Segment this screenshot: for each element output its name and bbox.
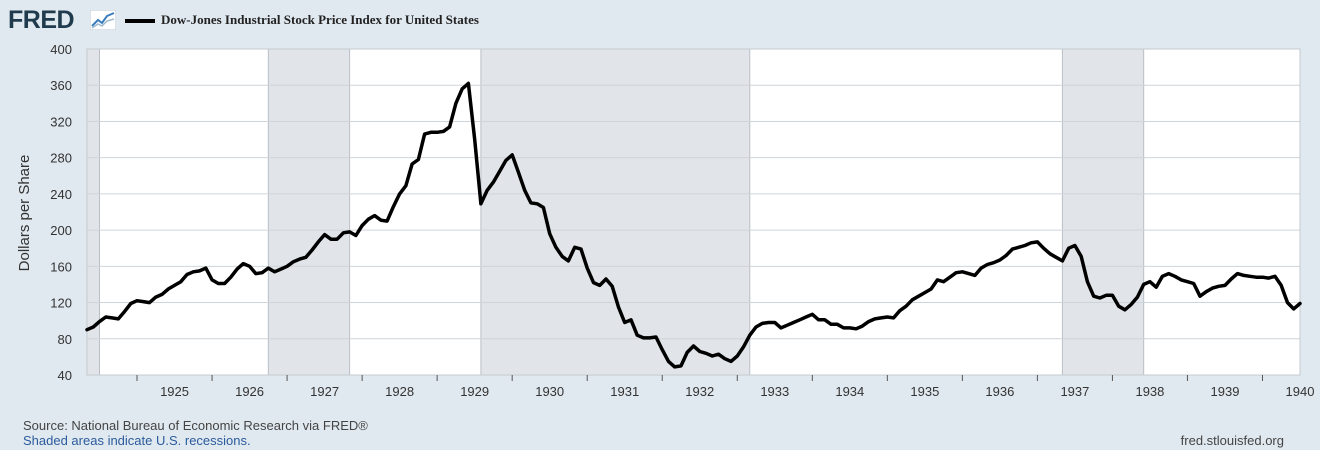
x-tick-label-1938: 1938	[1135, 384, 1164, 399]
x-tick-label-1931: 1931	[610, 384, 639, 399]
x-tick-label-1934: 1934	[835, 384, 864, 399]
x-tick-label-1933: 1933	[760, 384, 789, 399]
x-tick-label-1936: 1936	[985, 384, 1014, 399]
recession-note-link[interactable]: Shaded areas indicate U.S. recessions.	[23, 433, 251, 448]
y-tick-label-240: 240	[50, 187, 72, 202]
plot-border	[86, 48, 1301, 376]
legend-series-label: Dow-Jones Industrial Stock Price Index f…	[161, 12, 479, 27]
legend-line-swatch	[125, 19, 155, 23]
y-tick-label-120: 120	[50, 296, 72, 311]
x-axis-ticks: 1925 1926 1927 1928 1929 1930 1931 1932 1933 1934…	[136, 375, 1315, 399]
chart-header: FRED Dow-Jones Industrial Stock Price In…	[8, 6, 908, 36]
x-tick-label-1939: 1939	[1211, 384, 1240, 399]
x-tick-label-1935: 1935	[910, 384, 939, 399]
fred-logo-graph-icon	[90, 10, 116, 30]
fred-logo[interactable]: FRED	[8, 6, 75, 34]
x-tick-label-1925: 1925	[160, 384, 189, 399]
recession-bands	[87, 49, 1145, 375]
y-tick-label-280: 280	[50, 151, 72, 166]
y-tick-label-80: 80	[58, 332, 72, 347]
x-tick-label-1932: 1932	[685, 384, 714, 399]
x-tick-label-1928: 1928	[385, 384, 414, 399]
y-tick-label-400: 400	[50, 42, 72, 57]
y-axis-label: Dollars per Share	[16, 155, 33, 272]
y-tick-label-320: 320	[50, 114, 72, 129]
x-tick-label-1940: 1940	[1286, 384, 1315, 399]
series-line-layer	[85, 81, 1302, 369]
y-axis-ticks: 40 80 120 160 200 240 280 320 360 400	[50, 42, 72, 383]
y-tick-label-360: 360	[50, 78, 72, 93]
y-tick-label-160: 160	[50, 259, 72, 274]
y-tick-label-40: 40	[58, 368, 72, 383]
series-line-0	[85, 81, 1302, 369]
x-tick-label-1929: 1929	[460, 384, 489, 399]
y-tick-label-200: 200	[50, 223, 72, 238]
recession-band-3	[1062, 49, 1144, 375]
x-tick-label-1927: 1927	[310, 384, 339, 399]
recession-band-0	[87, 49, 100, 375]
site-link[interactable]: fred.stlouisfed.org	[1180, 433, 1284, 448]
source-note: Source: National Bureau of Economic Rese…	[23, 418, 368, 433]
x-tick-label-1926: 1926	[235, 384, 264, 399]
recession-band-2	[480, 49, 750, 375]
x-tick-label-1937: 1937	[1060, 384, 1089, 399]
x-tick-label-1930: 1930	[535, 384, 564, 399]
recession-band-1	[268, 49, 350, 375]
